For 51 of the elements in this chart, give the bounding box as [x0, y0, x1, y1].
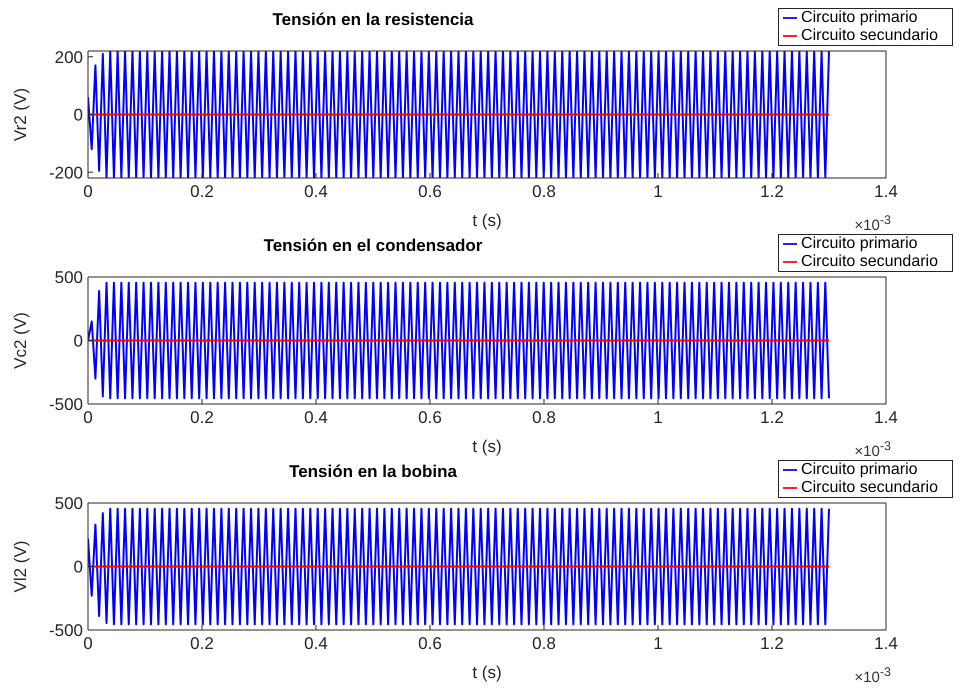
- y-tick-label: 200: [54, 48, 83, 67]
- y-axis-title: Vc2 (V): [11, 312, 30, 369]
- x-tick-label: 1: [653, 408, 663, 428]
- x-tick-label: 1.2: [760, 634, 784, 654]
- y-tick-label: 0: [74, 558, 83, 577]
- x-tick-label: 0.4: [304, 182, 328, 202]
- legend-label: Circuito primario: [801, 9, 918, 26]
- x-tick-label: 1: [653, 634, 663, 654]
- x-tick-label: 0.2: [190, 182, 214, 202]
- x-axis-title: t (s): [472, 663, 502, 682]
- x-tick-label: 1.2: [760, 182, 784, 202]
- x-tick-label: 0.6: [418, 182, 442, 202]
- x-tick-label: 0.4: [304, 408, 328, 428]
- legend-label: Circuito primario: [801, 235, 918, 252]
- x-axis-title: t (s): [472, 211, 502, 230]
- y-tick-label: -500: [48, 395, 83, 414]
- x-tick-label: 1: [653, 182, 663, 202]
- y-tick-label: 0: [74, 106, 83, 125]
- x-tick-label: 1.4: [874, 408, 898, 428]
- text: ×10$^{-3}$: [854, 439, 891, 460]
- x-tick-label: 0.6: [418, 634, 442, 654]
- x-tick-label: 1.4: [874, 182, 898, 202]
- line-series: [88, 51, 830, 178]
- text: ×10$^{-3}$: [854, 665, 891, 686]
- x-tick-label: 0.8: [532, 408, 556, 428]
- chart-title: Tensión en el condensador: [262, 236, 484, 256]
- x-axis-title: t (s): [472, 437, 502, 456]
- y-tick-label: 500: [54, 268, 83, 288]
- x-tick-label: 0.8: [532, 182, 556, 202]
- x-tick-label: 1.4: [874, 634, 898, 654]
- legend-label: Circuito secundario: [801, 27, 938, 44]
- y-tick-label: -200: [48, 163, 83, 182]
- line-series: [88, 508, 830, 626]
- line-series: [88, 282, 830, 400]
- text: ×10$^{-3}$: [854, 213, 891, 234]
- y-tick-label: 0: [74, 332, 83, 351]
- x-tick-label: 0.2: [190, 408, 214, 428]
- x-tick-label: 0.2: [190, 634, 214, 654]
- legend-label: Circuito secundario: [801, 479, 938, 496]
- y-axis-title: Vr2 (V): [11, 88, 30, 142]
- y-axis-title: Vl2 (V): [11, 540, 30, 592]
- legend-label: Circuito primario: [801, 461, 918, 478]
- x-tick-label: 1.2: [760, 408, 784, 428]
- x-tick-label: 0.4: [304, 634, 328, 654]
- chart-title: Tensión en la bobina: [288, 462, 458, 482]
- chart-title: Tensión en la resistencia: [272, 10, 474, 30]
- x-tick-label: 0.6: [418, 408, 442, 428]
- y-tick-label: 500: [54, 494, 83, 514]
- x-tick-label: 0.8: [532, 634, 556, 654]
- legend-label: Circuito secundario: [801, 253, 938, 270]
- y-tick-label: -500: [48, 621, 83, 640]
